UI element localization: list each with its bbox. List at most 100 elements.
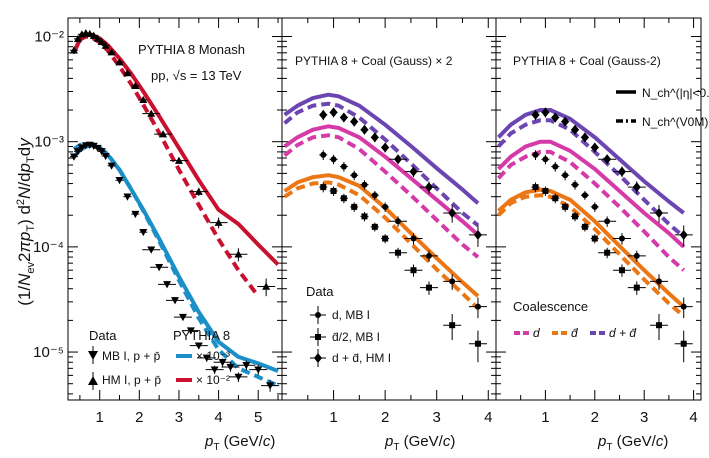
data-point: [320, 184, 327, 191]
data-point: [361, 213, 368, 220]
x-tick-label: 2: [381, 409, 389, 426]
data-point: [581, 192, 588, 199]
data-point: [360, 124, 369, 135]
data-point: [656, 278, 663, 285]
x-tick-label: 2: [591, 409, 599, 426]
data-point: [210, 366, 219, 374]
data-point: [69, 46, 78, 54]
legend-pythia-red-label: × 10⁻²: [196, 373, 230, 387]
data-point: [254, 366, 263, 374]
panel-1-subtitle: pp, √s = 13 TeV: [151, 68, 242, 83]
data-point: [572, 213, 579, 220]
data-point: [449, 278, 456, 285]
data-point: [139, 95, 148, 104]
x-tick-label: 4: [484, 409, 492, 426]
model-curve: [283, 180, 480, 310]
data-point: [202, 354, 211, 362]
legend-dbar-label: d̄/2, MB I: [332, 330, 380, 344]
legend-d-marker: [315, 312, 321, 318]
x-axis-title-2: pT (GeV/c): [384, 433, 455, 453]
data-point: [330, 187, 337, 194]
data-point: [541, 107, 550, 118]
data-point: [410, 235, 417, 242]
legend-1-model-heading: PYTHIA 8: [173, 328, 230, 343]
data-point: [159, 130, 168, 138]
data-point: [371, 223, 378, 230]
y-tick-label: 10⁻³: [34, 134, 64, 151]
svg-text:(1/Nev2πpT) d2N/dpTdy: (1/Nev2πpT) d2N/dpTdy: [15, 137, 37, 306]
data-point: [410, 267, 417, 274]
data-point: [551, 112, 560, 123]
data-point: [361, 181, 368, 188]
data-point: [618, 267, 625, 274]
data-point: [532, 184, 539, 191]
panel-2-title: PYTHIA 8 + Coal (Gauss) × 2: [295, 54, 453, 68]
data-point: [680, 303, 687, 310]
data-point: [581, 223, 588, 230]
x-tick-label: 3: [175, 409, 183, 426]
data-point: [266, 382, 275, 390]
data-point: [449, 322, 456, 329]
data-point: [171, 297, 179, 305]
y-tick-label: 10⁻⁵: [33, 344, 64, 361]
data-point: [320, 151, 327, 158]
data-point: [107, 162, 116, 170]
data-points: [69, 29, 693, 392]
data-point: [425, 252, 432, 259]
data-point: [123, 68, 132, 77]
data-point: [395, 218, 402, 225]
data-point: [89, 142, 98, 151]
data-point: [234, 373, 243, 381]
data-point: [604, 218, 611, 225]
legend-dd-label: d + d̄, HM I: [332, 351, 391, 365]
data-point: [381, 142, 390, 153]
data-point: [370, 132, 379, 143]
x-tick-label: 4: [689, 409, 697, 426]
data-point: [571, 124, 580, 135]
data-point: [115, 58, 124, 66]
data-point: [330, 156, 337, 163]
data-point: [590, 142, 599, 153]
data-point: [139, 228, 148, 237]
model-curve: [497, 149, 686, 272]
data-point: [531, 109, 540, 120]
data-point: [107, 48, 116, 56]
data-point: [234, 250, 243, 258]
data-point: [123, 193, 132, 201]
model-curve: [283, 173, 480, 298]
data-point: [194, 342, 203, 350]
x-axis-title-3: pT (GeV/c): [597, 433, 668, 453]
legend-mult-v0m-label: N_ch^(V0M): [642, 115, 708, 129]
data-point: [424, 182, 433, 193]
model-curve: [497, 108, 685, 215]
data-point: [97, 148, 106, 156]
data-point: [101, 41, 110, 49]
data-point: [618, 235, 625, 242]
legend-mb-label: MB I, p + p̄: [102, 349, 161, 363]
data-point: [655, 207, 664, 218]
legend-3-coal-heading: Coalescence: [513, 299, 588, 314]
data-point: [73, 148, 82, 156]
panel-1-title: PYTHIA 8 Monash: [138, 42, 245, 57]
data-point: [186, 327, 195, 335]
y-tick-label: 10⁻²: [34, 29, 64, 46]
data-point: [656, 322, 663, 329]
data-point: [351, 203, 358, 210]
model-curve: [497, 187, 686, 309]
data-point: [262, 282, 271, 290]
data-point: [178, 313, 187, 322]
data-point: [633, 284, 640, 291]
data-point: [474, 303, 481, 310]
panel-3-title: PYTHIA 8 + Coal (Gauss-2): [513, 54, 661, 68]
data-point: [474, 340, 481, 347]
legend-d-label: d, MB I: [332, 308, 370, 322]
data-point: [591, 235, 598, 242]
data-point: [552, 163, 559, 170]
data-point: [680, 340, 687, 347]
data-point: [580, 132, 589, 143]
data-point: [339, 112, 348, 123]
data-point: [93, 34, 102, 42]
model-curve: [283, 133, 480, 259]
x-tick-label: 2: [135, 409, 143, 426]
